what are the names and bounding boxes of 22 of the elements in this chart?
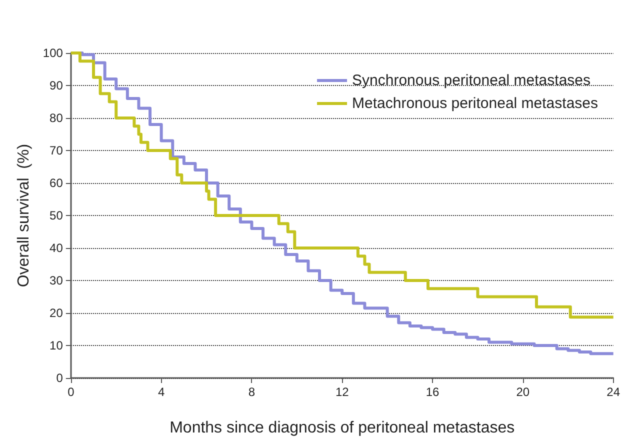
x-tick-label: 12 (335, 385, 350, 399)
x-tick-label: 20 (516, 385, 530, 399)
x-tick-label: 24 (606, 385, 620, 399)
y-tick-label: 20 (50, 306, 64, 320)
y-tick-label: 70 (50, 144, 64, 158)
x-tick-label: 16 (426, 385, 440, 399)
y-axis-title: Overall survival (%) (16, 144, 32, 288)
y-tick-label: 40 (50, 241, 64, 255)
x-tick-label: 8 (248, 385, 256, 399)
y-tick-label: 10 (50, 338, 64, 352)
x-tick-label: 0 (68, 385, 75, 399)
y-tick-label: 30 (50, 274, 64, 288)
y-tick-label: 80 (50, 111, 64, 125)
y-tick-label: 60 (50, 176, 64, 190)
x-tick-label: 4 (158, 385, 165, 399)
legend-label: Metachronous peritoneal metastases (352, 95, 598, 112)
y-tick-label: 0 (56, 371, 64, 385)
x-axis-title: Months since diagnosis of peritoneal metastases (170, 420, 515, 436)
y-tick-label: 50 (50, 208, 64, 222)
y-tick-label: 90 (50, 78, 64, 92)
y-tick-label: 100 (42, 46, 64, 60)
legend-label: Synchronous peritoneal metastases (352, 72, 591, 89)
